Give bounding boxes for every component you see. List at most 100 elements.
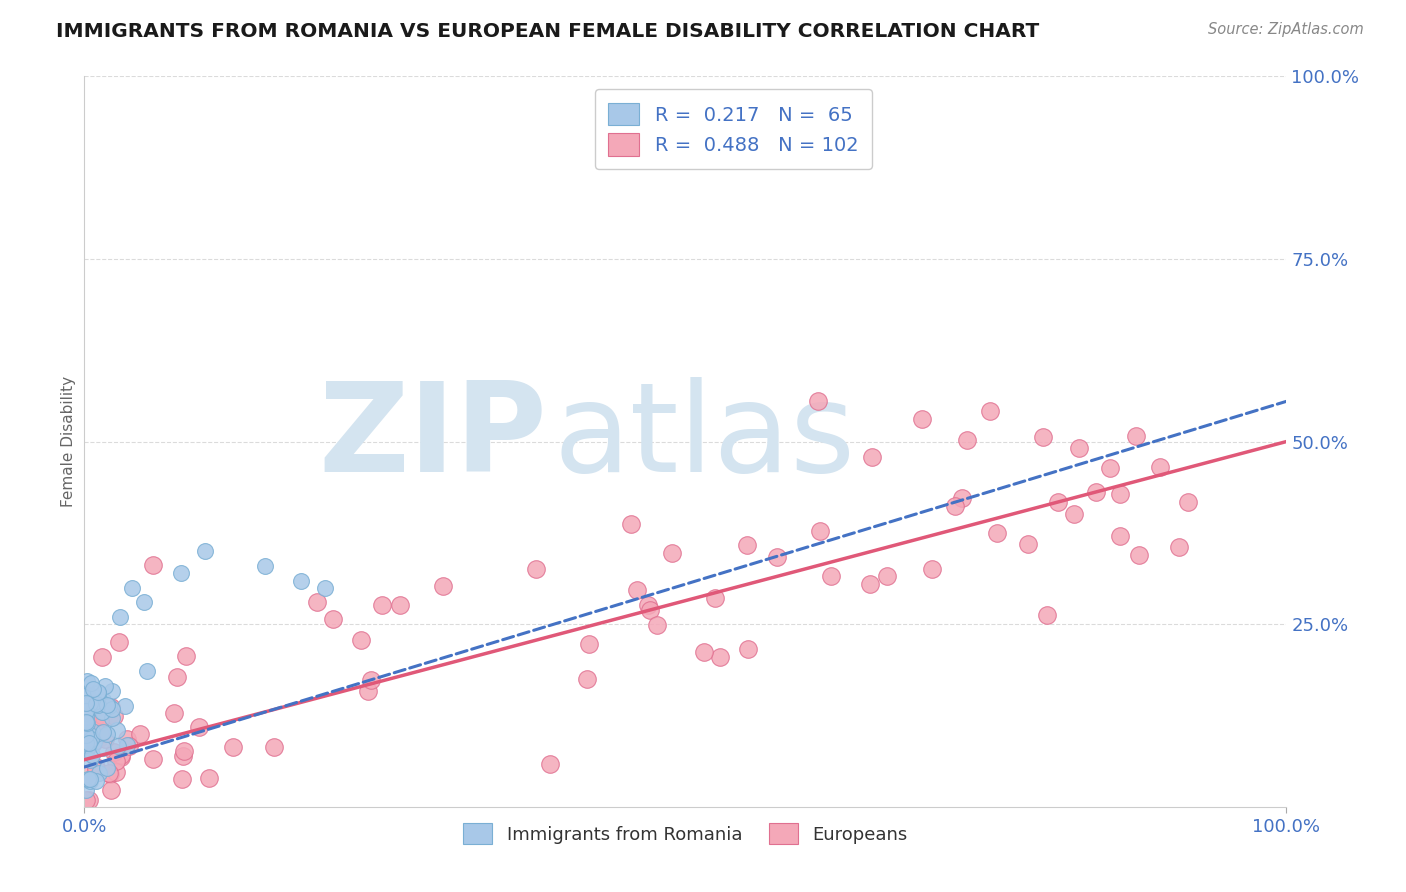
- Point: [986, 526, 1008, 541]
- Point: [104, 754, 127, 768]
- Point: [77, 723, 100, 738]
- Point: [110, 750, 132, 764]
- Text: Source: ZipAtlas.com: Source: ZipAtlas.com: [1208, 22, 1364, 37]
- Point: [765, 549, 787, 564]
- Point: [807, 394, 830, 409]
- Point: [87, 731, 110, 745]
- Point: [82, 724, 104, 739]
- Point: [626, 582, 648, 597]
- Point: [89, 714, 111, 728]
- Point: [173, 744, 195, 758]
- Point: [100, 783, 122, 797]
- Point: [75, 690, 97, 705]
- Point: [1063, 507, 1085, 521]
- Point: [75, 793, 97, 807]
- Point: [103, 745, 125, 759]
- Point: [89, 727, 111, 741]
- Point: [87, 684, 110, 698]
- Point: [75, 714, 97, 729]
- Point: [129, 726, 152, 740]
- Point: [188, 721, 211, 735]
- Point: [98, 706, 121, 721]
- Point: [163, 706, 186, 720]
- Point: [943, 499, 966, 513]
- Point: [142, 558, 165, 573]
- Point: [84, 711, 107, 725]
- Point: [910, 412, 932, 426]
- Point: [704, 591, 727, 606]
- Point: [322, 612, 344, 626]
- Point: [76, 689, 98, 703]
- Point: [114, 699, 136, 714]
- Point: [86, 762, 108, 776]
- Point: [107, 635, 129, 649]
- Point: [75, 710, 97, 724]
- Point: [1125, 429, 1147, 443]
- Point: [75, 767, 97, 781]
- Point: [100, 702, 122, 716]
- Point: [638, 602, 661, 616]
- Point: [79, 736, 101, 750]
- Point: [578, 637, 600, 651]
- Point: [735, 538, 758, 552]
- Point: [389, 598, 412, 612]
- Point: [79, 706, 101, 720]
- Point: [1017, 537, 1039, 551]
- Point: [76, 712, 98, 726]
- Point: [1036, 607, 1059, 622]
- Point: [538, 756, 561, 771]
- Text: ZIP: ZIP: [318, 377, 547, 499]
- Point: [75, 738, 97, 752]
- Point: [97, 765, 120, 780]
- Y-axis label: Female Disability: Female Disability: [60, 376, 76, 508]
- Point: [76, 673, 98, 688]
- Point: [75, 696, 97, 710]
- Point: [75, 706, 97, 721]
- Point: [956, 433, 979, 447]
- Point: [134, 595, 156, 609]
- Point: [620, 517, 643, 532]
- Point: [79, 772, 101, 787]
- Point: [87, 699, 110, 714]
- Point: [118, 739, 141, 753]
- Point: [76, 692, 98, 706]
- Point: [75, 687, 97, 701]
- Point: [110, 747, 132, 762]
- Point: [107, 739, 129, 753]
- Point: [198, 771, 221, 785]
- Point: [810, 524, 832, 539]
- Point: [91, 650, 114, 665]
- Point: [82, 736, 104, 750]
- Point: [76, 715, 98, 730]
- Point: [169, 566, 191, 581]
- Point: [79, 736, 101, 750]
- Point: [170, 772, 193, 787]
- Point: [91, 705, 114, 719]
- Point: [1032, 430, 1054, 444]
- Point: [737, 641, 759, 656]
- Point: [94, 732, 117, 747]
- Point: [105, 723, 128, 737]
- Point: [194, 544, 217, 558]
- Point: [101, 684, 124, 698]
- Point: [91, 693, 114, 707]
- Point: [115, 732, 138, 747]
- Point: [350, 632, 373, 647]
- Point: [432, 579, 454, 593]
- Point: [290, 574, 312, 588]
- Point: [1177, 495, 1199, 509]
- Point: [820, 568, 842, 582]
- Point: [83, 700, 105, 714]
- Point: [75, 705, 97, 719]
- Point: [93, 709, 115, 723]
- Point: [1108, 529, 1130, 543]
- Point: [117, 739, 139, 753]
- Point: [637, 598, 659, 612]
- Point: [83, 735, 105, 749]
- Point: [91, 740, 114, 755]
- Point: [693, 645, 716, 659]
- Point: [1167, 540, 1189, 554]
- Point: [103, 709, 125, 723]
- Point: [77, 723, 100, 738]
- Point: [921, 562, 943, 576]
